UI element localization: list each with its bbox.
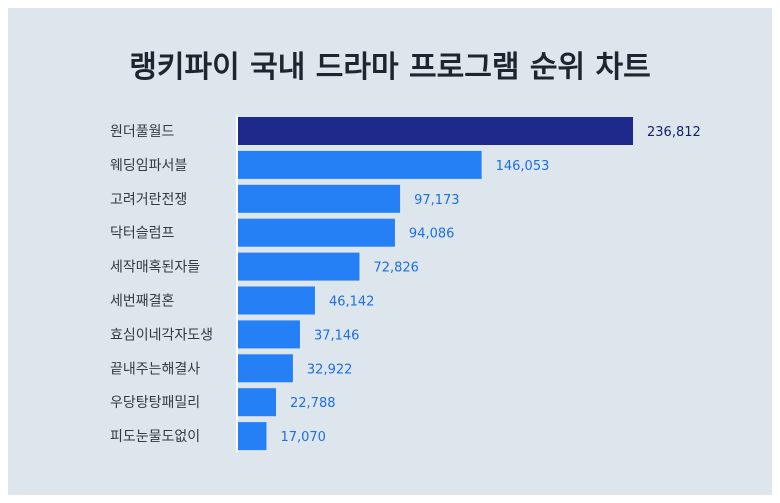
- category-label: 끝내주는해결사: [110, 361, 200, 377]
- bar-3: [238, 184, 401, 213]
- value-label: 17,070: [280, 430, 326, 445]
- bar-8: [238, 354, 293, 383]
- chart-title: 랭키파이 국내 드라마 프로그램 순위 차트: [129, 50, 651, 85]
- category-label: 고려거란전쟁: [110, 192, 187, 208]
- bar-10: [238, 422, 267, 451]
- category-label: 세번째결혼: [110, 294, 175, 310]
- bar-1: [238, 117, 633, 145]
- category-label: 원더풀월드: [110, 124, 175, 140]
- bar-9: [238, 388, 277, 417]
- category-label: 웨딩임파서블: [110, 158, 187, 174]
- value-label: 146,053: [496, 159, 550, 174]
- category-label: 우당탕탕패밀리: [110, 395, 200, 411]
- category-label: 닥터슬럼프: [110, 226, 175, 242]
- category-label: 효심이네각자도생: [110, 327, 213, 343]
- bar-4: [238, 218, 395, 247]
- value-label: 236,812: [647, 125, 701, 140]
- value-label: 72,826: [373, 261, 419, 276]
- value-label: 46,142: [329, 295, 375, 310]
- value-label: 97,173: [414, 193, 460, 208]
- chart-background: [8, 8, 772, 495]
- category-label: 세작매혹된자들: [110, 260, 200, 276]
- bar-6: [238, 286, 315, 315]
- bar-7: [238, 320, 300, 349]
- bar-2: [238, 150, 482, 179]
- value-label: 22,788: [290, 396, 336, 411]
- value-label: 32,922: [307, 362, 353, 377]
- bar-5: [238, 252, 360, 281]
- category-label: 피도눈물도없이: [110, 429, 200, 445]
- value-label: 37,146: [314, 328, 360, 343]
- value-label: 94,086: [409, 227, 455, 242]
